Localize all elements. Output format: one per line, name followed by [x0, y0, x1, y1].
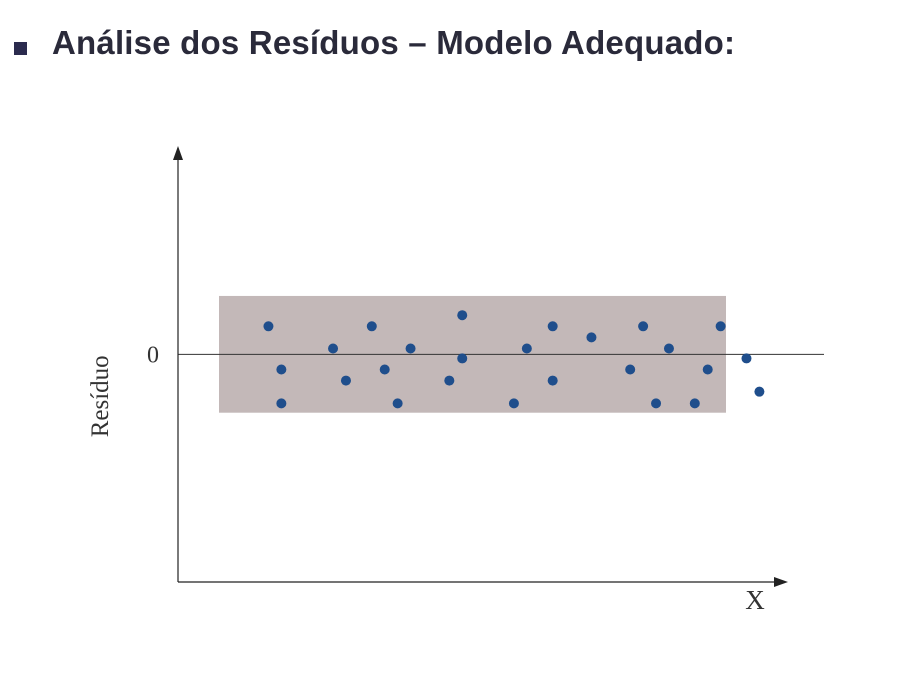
- y-axis-label: Resíduo: [87, 355, 114, 437]
- data-points: [263, 310, 765, 409]
- data-point: [276, 364, 287, 375]
- data-point: [379, 364, 390, 375]
- data-point: [366, 321, 377, 332]
- data-point: [547, 321, 558, 332]
- data-point: [651, 398, 662, 409]
- y-tick-label: 0: [147, 342, 159, 368]
- data-point: [263, 321, 274, 332]
- data-point: [625, 364, 636, 375]
- x-axis-arrow-icon: [774, 577, 788, 587]
- data-point: [689, 398, 700, 409]
- data-point: [508, 398, 519, 409]
- data-point: [547, 375, 558, 386]
- data-point: [741, 353, 752, 364]
- data-point: [457, 353, 468, 364]
- data-point: [702, 364, 713, 375]
- data-point: [457, 310, 468, 321]
- y-axis-arrow-icon: [173, 146, 183, 160]
- data-point: [340, 375, 351, 386]
- x-axis-label: X: [745, 585, 765, 615]
- square-bullet-icon: [14, 42, 27, 55]
- data-point: [444, 375, 455, 386]
- data-point: [392, 398, 403, 409]
- slide-title: Análise dos Resíduos – Modelo Adequado:: [52, 24, 736, 61]
- data-point: [276, 398, 287, 409]
- data-point: [586, 332, 597, 343]
- data-point: [328, 343, 339, 354]
- data-point: [754, 386, 765, 397]
- data-point: [715, 321, 726, 332]
- slide-header: Análise dos Resíduos – Modelo Adequado:: [0, 0, 924, 100]
- data-point: [638, 321, 649, 332]
- data-point: [405, 343, 416, 354]
- data-point: [521, 343, 532, 354]
- data-point: [663, 343, 674, 354]
